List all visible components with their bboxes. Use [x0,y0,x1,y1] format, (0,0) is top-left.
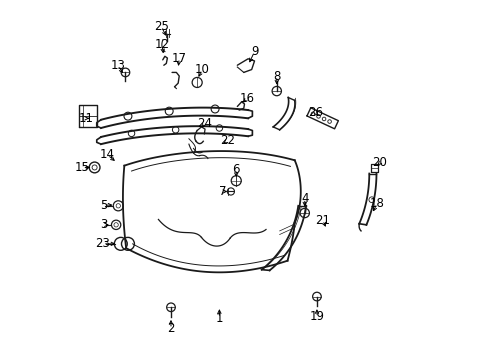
Text: 12: 12 [154,38,169,51]
Text: 15: 15 [75,161,90,174]
Text: 14: 14 [100,148,115,161]
Text: 7: 7 [218,185,225,198]
Text: 2: 2 [167,322,174,335]
Text: 26: 26 [307,106,323,119]
Text: 6: 6 [232,163,240,176]
Text: 25: 25 [154,20,168,33]
Text: 5: 5 [100,199,107,212]
Text: 18: 18 [369,197,384,210]
Text: 4: 4 [301,192,308,205]
Text: 16: 16 [240,92,254,105]
Text: 13: 13 [111,59,125,72]
Text: 20: 20 [372,156,386,169]
Text: 10: 10 [194,63,209,76]
Text: 9: 9 [250,45,258,58]
Text: 17: 17 [171,51,186,64]
Text: 8: 8 [272,69,280,82]
Text: 19: 19 [309,310,324,324]
Text: 23: 23 [95,237,110,250]
Text: 3: 3 [100,218,107,231]
Text: 1: 1 [215,311,223,325]
Text: 24: 24 [197,117,211,130]
Text: 21: 21 [315,214,329,227]
Text: 11: 11 [79,112,93,125]
Text: 22: 22 [219,134,234,147]
